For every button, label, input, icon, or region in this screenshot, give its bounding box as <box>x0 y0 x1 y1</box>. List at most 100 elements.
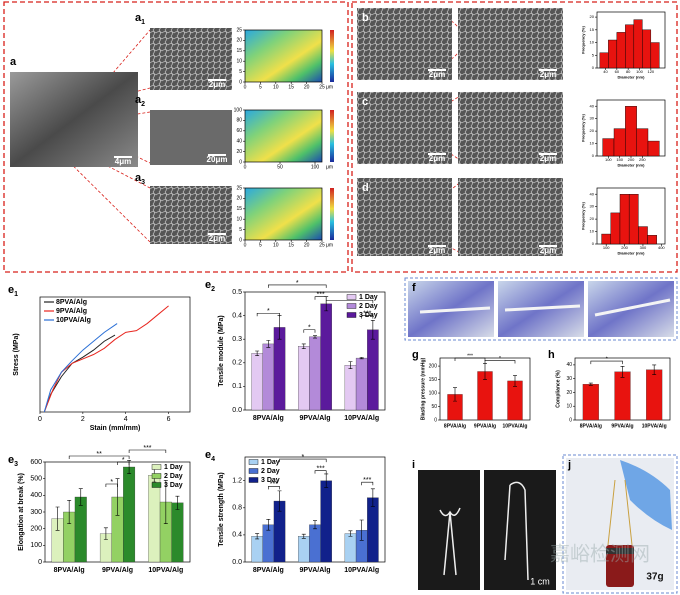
y-tick-label: 150 <box>429 377 438 383</box>
x-tick-label: 200 <box>621 245 628 250</box>
x-unit: μm <box>326 164 333 170</box>
panel-subscript: 2 <box>211 286 215 293</box>
x-unit: μm <box>326 84 333 90</box>
y-axis-label: Stress (MPa) <box>13 333 20 375</box>
panel-label: a <box>10 56 17 68</box>
panel-frame <box>562 454 678 594</box>
panel-letter: c <box>362 96 368 108</box>
y-tick-label: 0 <box>592 153 595 158</box>
histogram-bar <box>610 212 621 245</box>
color-bar <box>330 30 334 82</box>
scale-label: 1 cm <box>530 576 550 586</box>
panel-label: j <box>567 459 571 471</box>
bar <box>251 353 263 411</box>
legend-swatch <box>151 482 162 488</box>
x-tick-label: 9PVA/Alg <box>474 423 496 429</box>
legend-label: 2 Day <box>164 473 183 480</box>
error-bar <box>175 495 180 510</box>
y-tick-label: 20 <box>236 38 242 44</box>
scale-label: 4μm <box>115 157 131 166</box>
panel-label: e4 <box>205 449 215 463</box>
y-tick-label: 0.5 <box>232 289 242 296</box>
significance-bracket <box>268 284 327 288</box>
panel-label: f <box>412 282 416 294</box>
x-tick-label: 50 <box>277 164 283 170</box>
x-tick-label: 200 <box>628 157 635 162</box>
panel-label: g <box>412 349 419 361</box>
y-tick-label: 15 <box>590 27 595 32</box>
y-tick-label: 5 <box>592 52 595 57</box>
y-axis-label: Frequency (%) <box>580 202 585 230</box>
panel-label: b <box>362 12 369 24</box>
significance-label: * <box>110 479 113 486</box>
x-tick-label: 10 <box>273 84 279 90</box>
panel-label: e2 <box>205 279 215 293</box>
y-tick-label: 40 <box>566 362 572 368</box>
y-tick-label: 20 <box>590 216 595 221</box>
sem-image <box>10 72 138 167</box>
significance-bracket <box>314 470 327 474</box>
panel-letter: h <box>548 349 555 361</box>
x-tick-label: 25 <box>319 84 325 90</box>
axes-frame <box>39 296 191 413</box>
legend-label: 3 Day <box>261 477 280 484</box>
color-bar <box>330 110 334 162</box>
panel-label: e1 <box>8 284 18 298</box>
panel-subscript: 4 <box>211 456 215 463</box>
scale-label: 2μm <box>429 154 445 163</box>
bar <box>344 533 357 563</box>
x-tick-label: 5 <box>259 242 262 248</box>
bar <box>507 380 523 421</box>
panel-letter: e <box>205 279 211 291</box>
y-tick-label: 10 <box>590 229 595 234</box>
legend-swatch <box>248 459 259 465</box>
y-tick-label: 100 <box>30 542 42 549</box>
y-tick-label: 0.0 <box>232 559 242 566</box>
panel-label: i <box>412 459 415 471</box>
y-tick-label: 40 <box>590 103 595 108</box>
histogram-bar <box>599 52 609 69</box>
significance-label: * <box>301 454 304 461</box>
x-axis-label: Diameter (nm) <box>618 162 646 167</box>
significance-label: * <box>122 457 125 464</box>
histogram-bar <box>636 128 649 157</box>
color-bar <box>330 188 334 240</box>
legend-swatch <box>151 473 162 479</box>
histogram-bar <box>633 19 643 69</box>
y-tick-label: 80 <box>236 118 242 124</box>
panel-letter: a <box>135 94 142 106</box>
significance-bracket <box>454 357 486 361</box>
x-tick-label: 10PVA/Alg <box>503 423 528 429</box>
y-axis-label: Tensile module (MPa) <box>218 315 225 386</box>
x-tick-label: 10PVA/Alg <box>148 567 183 574</box>
error-bar <box>301 533 306 539</box>
y-tick-label: 15 <box>236 206 242 212</box>
significance-label: * <box>296 280 299 287</box>
y-tick-label: 0.2 <box>232 360 242 367</box>
y-axis-label: Frequency (%) <box>580 26 585 54</box>
axes-frame <box>244 29 323 83</box>
y-tick-label: 40 <box>590 191 595 196</box>
y-axis-label: Elongation at break (%) <box>18 473 25 551</box>
y-tick-label: 20 <box>236 149 242 155</box>
axes-frame <box>244 187 323 241</box>
x-tick-label: 15 <box>288 242 294 248</box>
significance-bracket <box>314 296 327 300</box>
afm-map <box>245 188 322 240</box>
y-tick-label: 0.3 <box>232 336 242 343</box>
x-axis-label: Diameter (nm) <box>618 74 646 79</box>
y-axis-label: Blasting pressure (mmHg) <box>420 357 426 420</box>
y-tick-label: 0.4 <box>232 532 242 539</box>
panel-label: h <box>548 349 555 361</box>
significance-label: *** <box>363 310 371 317</box>
error-bar <box>103 527 108 540</box>
histogram-bar <box>625 24 635 69</box>
histogram-bar <box>647 140 660 157</box>
error-bar <box>620 365 625 378</box>
x-tick-label: 60 <box>615 69 620 74</box>
x-tick-label: 8PVA/Alg <box>253 567 284 574</box>
sem-image <box>458 8 563 80</box>
photo-j <box>566 458 674 590</box>
scale-label: 20μm <box>207 155 228 164</box>
